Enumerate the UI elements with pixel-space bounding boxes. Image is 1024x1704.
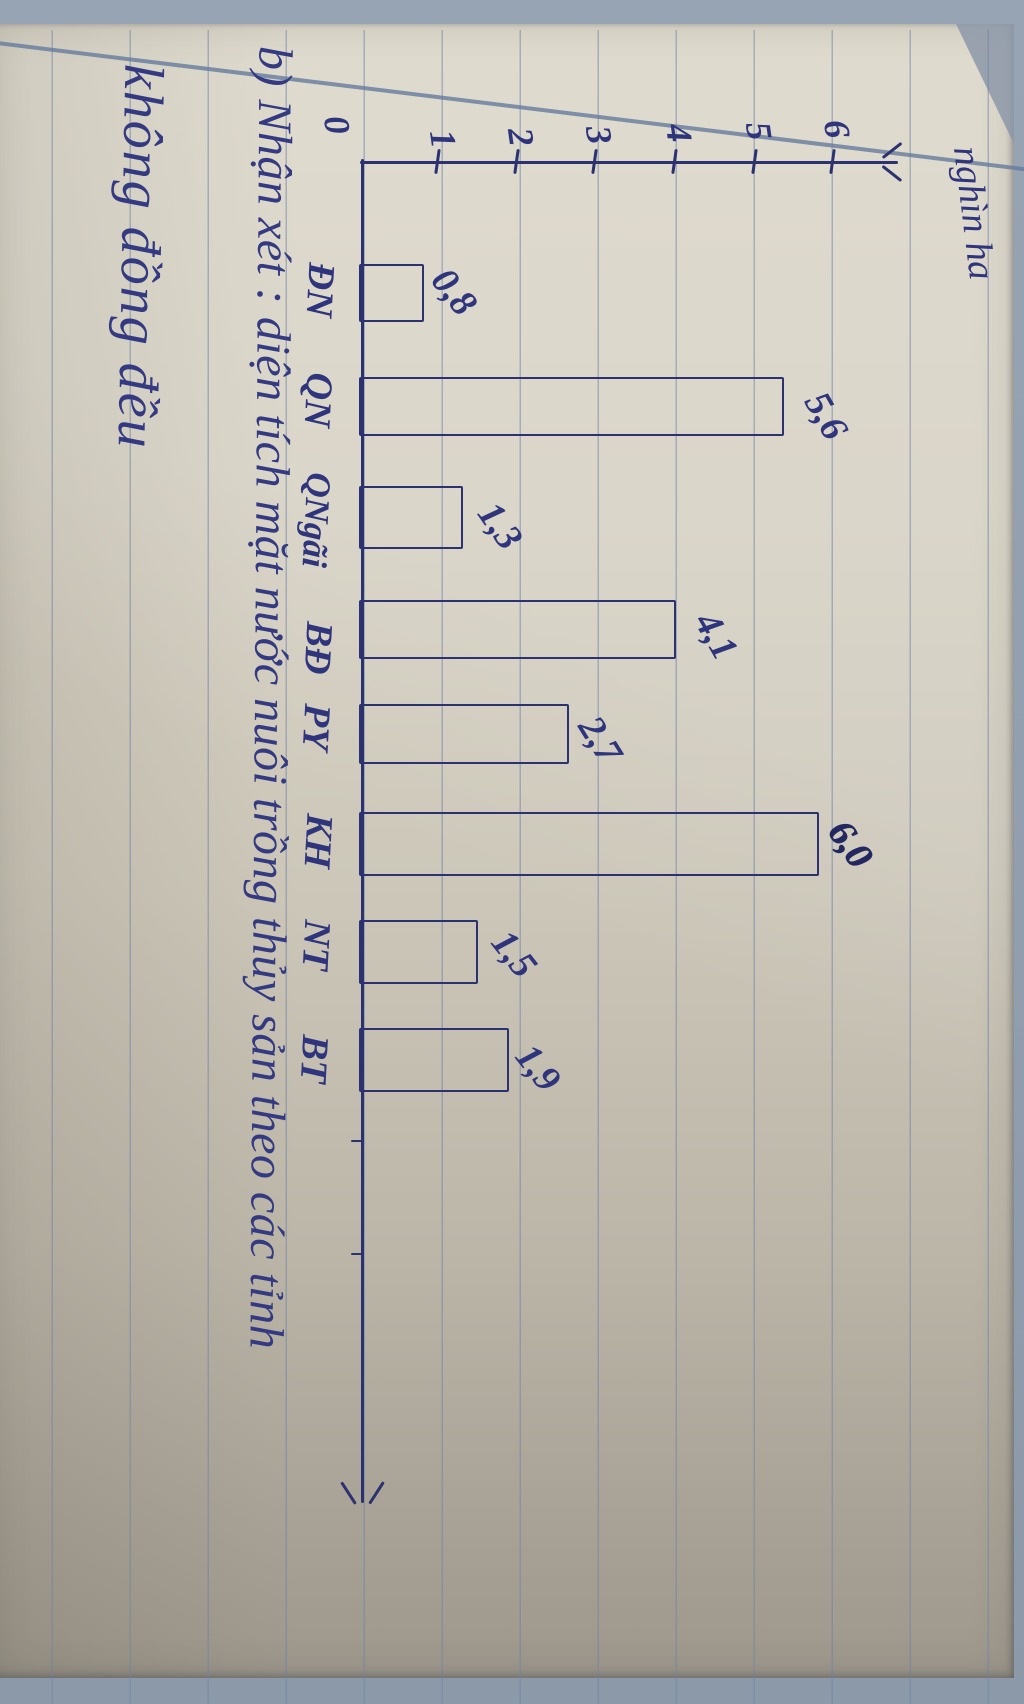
- bar-QN: [359, 377, 784, 436]
- category-label: KH: [295, 812, 341, 870]
- note-line-2: không đồng đều: [105, 63, 175, 451]
- bar-BD: [359, 600, 676, 659]
- y-tick-label: 1: [421, 127, 465, 151]
- note-line-1: b) Nhận xét : diện tích mặt nước nuôi tr…: [239, 45, 302, 1350]
- y-tick-label: 5: [737, 119, 781, 143]
- bar-NT: [359, 920, 478, 984]
- bar-KH: [359, 812, 819, 876]
- y-tick-label: 3: [577, 123, 621, 147]
- category-label: PY: [293, 702, 339, 752]
- category-label: BT: [291, 1033, 337, 1085]
- bar-BT: [359, 1028, 509, 1092]
- category-label: ĐN: [297, 261, 343, 319]
- y-tick-label: 6: [815, 117, 859, 141]
- y-tick-label: 2: [499, 125, 543, 149]
- origin-label: 0: [315, 113, 359, 137]
- y-axis-line: [360, 161, 898, 164]
- category-label: NT: [293, 918, 339, 972]
- y-tick-label: 4: [657, 121, 701, 145]
- bar-QNgai: [359, 486, 463, 549]
- bar-PY: [359, 704, 569, 764]
